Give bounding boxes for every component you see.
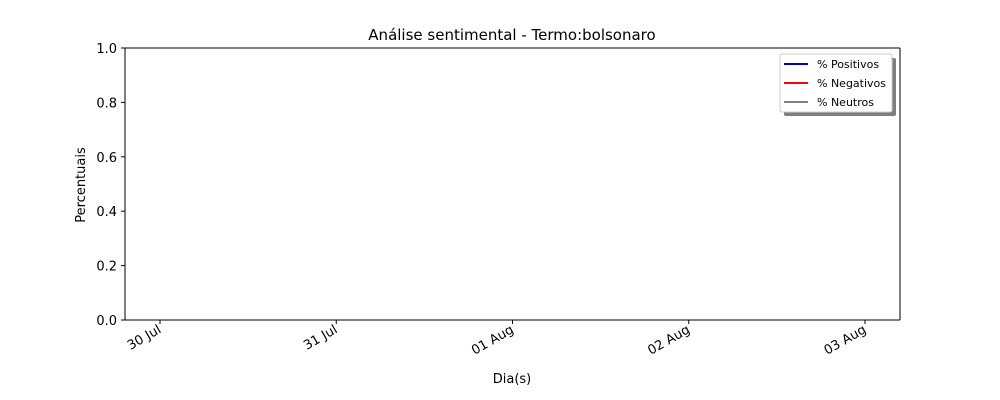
legend-items: % Positivos % Negativos % Neutros <box>784 58 886 109</box>
x-tick-label: 03 Aug <box>822 322 869 358</box>
y-tick-label: 0.0 <box>96 314 117 329</box>
legend-label: % Positivos <box>817 58 879 71</box>
y-tick-label: 0.4 <box>96 205 117 220</box>
legend: % Positivos % Negativos % Neutros <box>779 53 896 116</box>
plot-area <box>125 48 900 320</box>
legend-label: % Negativos <box>817 77 886 90</box>
chart-title: Análise sentimental - Termo:bolsonaro <box>368 26 655 44</box>
y-ticks: 0.0 0.2 0.4 0.6 0.8 1.0 <box>96 42 125 329</box>
x-tick-label: 31 Jul <box>301 322 340 353</box>
legend-label: % Neutros <box>817 96 874 109</box>
y-tick-label: 0.6 <box>96 151 117 166</box>
x-axis-label: Dia(s) <box>493 372 532 387</box>
x-tick-label: 01 Aug <box>469 322 516 358</box>
y-axis-label: Percentuais <box>74 147 89 223</box>
x-tick-label: 30 Jul <box>125 322 164 353</box>
y-tick-label: 0.2 <box>96 260 117 275</box>
y-tick-label: 1.0 <box>96 42 117 57</box>
legend-box <box>779 53 893 113</box>
x-ticks: 30 Jul 31 Jul 01 Aug 02 Aug 03 Aug <box>125 320 869 358</box>
y-tick-label: 0.8 <box>96 96 117 111</box>
x-tick-label: 02 Aug <box>645 322 692 358</box>
